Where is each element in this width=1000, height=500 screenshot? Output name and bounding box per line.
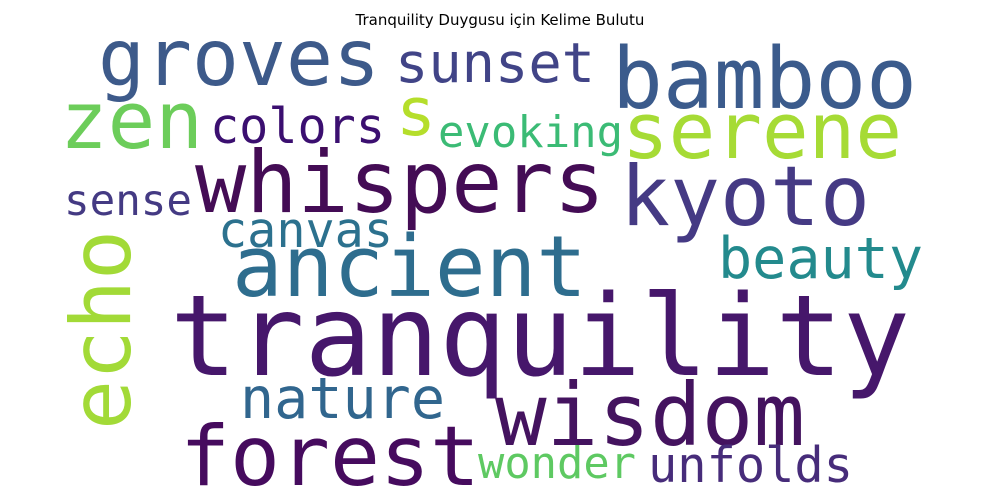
- word-sense: sense: [64, 176, 192, 226]
- word-unfolds: unfolds: [648, 437, 853, 494]
- word-bamboo: bamboo: [612, 29, 917, 128]
- word-wonder: wonder: [478, 438, 636, 489]
- word-whispers: whispers: [195, 134, 605, 233]
- word-colors: colors: [210, 99, 385, 155]
- word-canvas: canvas: [218, 203, 393, 259]
- word-kyoto: kyoto: [620, 148, 870, 245]
- word-serene: serene: [622, 87, 902, 177]
- word-evoking: evoking: [438, 107, 623, 158]
- word-groves: groves: [98, 13, 380, 104]
- word-sunset: sunset: [395, 31, 595, 96]
- word-echo: echo: [53, 230, 150, 430]
- word-tranquility: tranquility: [170, 272, 910, 402]
- word-zen: zen: [60, 74, 203, 167]
- word-forest: forest: [180, 408, 480, 500]
- word-nature: nature: [240, 366, 445, 432]
- word-wisdom: wisdom: [495, 366, 805, 466]
- word-beauty: beauty: [718, 226, 923, 292]
- word-ancient: ancient: [232, 218, 587, 316]
- word-s: s: [396, 73, 436, 151]
- chart-title: Tranquility Duygusu için Kelime Bulutu: [355, 11, 645, 29]
